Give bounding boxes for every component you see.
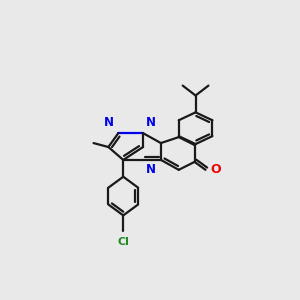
Text: Cl: Cl <box>117 237 129 247</box>
Text: N: N <box>146 116 156 129</box>
Text: O: O <box>210 163 221 176</box>
Text: N: N <box>104 116 114 129</box>
Text: N: N <box>146 163 156 176</box>
